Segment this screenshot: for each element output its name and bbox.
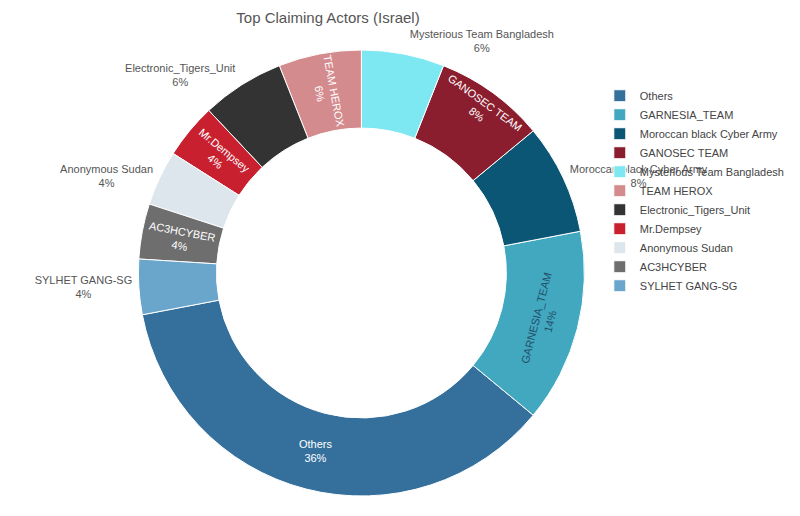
svg-text:Others: Others bbox=[640, 90, 674, 102]
svg-text:Mysterious Team Bangladesh6%: Mysterious Team Bangladesh6% bbox=[410, 28, 554, 54]
svg-text:Others36%: Others36% bbox=[299, 438, 333, 464]
svg-text:TEAM HEROX6%: TEAM HEROX6% bbox=[307, 54, 347, 131]
svg-text:TEAM HEROX: TEAM HEROX bbox=[640, 185, 713, 197]
svg-text:Moroccan black Cyber Army: Moroccan black Cyber Army bbox=[640, 128, 778, 140]
svg-text:GARNESIA_TEAM14%: GARNESIA_TEAM14% bbox=[519, 271, 568, 368]
svg-text:Anonymous Sudan: Anonymous Sudan bbox=[640, 242, 733, 254]
svg-text:GANOSEC TEAM8%: GANOSEC TEAM8% bbox=[437, 72, 524, 145]
svg-text:Mysterious Team Bangladesh: Mysterious Team Bangladesh bbox=[640, 166, 784, 178]
svg-text:AC3HCYBER: AC3HCYBER bbox=[640, 261, 707, 273]
svg-text:Mr.Dempsey: Mr.Dempsey bbox=[640, 223, 702, 235]
svg-text:AC3HCYBER4%: AC3HCYBER4% bbox=[145, 219, 216, 257]
svg-text:Top Claiming Actors (Israel): Top Claiming Actors (Israel) bbox=[236, 9, 419, 26]
svg-text:SYLHET GANG-SG4%: SYLHET GANG-SG4% bbox=[35, 274, 133, 300]
svg-text:GARNESIA_TEAM: GARNESIA_TEAM bbox=[640, 109, 734, 121]
svg-text:SYLHET GANG-SG: SYLHET GANG-SG bbox=[640, 280, 738, 292]
svg-text:Electronic_Tigers_Unit6%: Electronic_Tigers_Unit6% bbox=[125, 62, 235, 88]
svg-text:GANOSEC TEAM: GANOSEC TEAM bbox=[640, 147, 728, 159]
svg-text:Electronic_Tigers_Unit: Electronic_Tigers_Unit bbox=[640, 204, 750, 216]
svg-text:Anonymous Sudan4%: Anonymous Sudan4% bbox=[60, 163, 153, 189]
